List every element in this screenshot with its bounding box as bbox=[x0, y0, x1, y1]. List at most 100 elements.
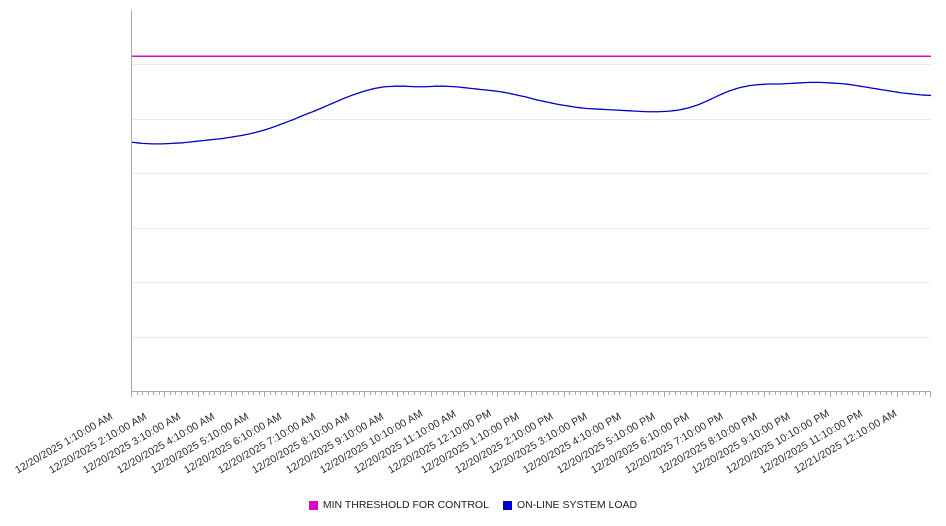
x-tick bbox=[519, 392, 521, 395]
x-axis-ticks bbox=[131, 392, 931, 398]
x-tick bbox=[569, 392, 571, 395]
x-tick bbox=[863, 392, 865, 397]
chart-plot-svg bbox=[132, 55, 931, 145]
x-tick bbox=[880, 392, 882, 395]
x-tick bbox=[835, 392, 837, 395]
x-tick bbox=[291, 392, 293, 395]
chart-legend: MIN THRESHOLD FOR CONTROL ON-LINE SYSTEM… bbox=[0, 496, 946, 514]
x-tick bbox=[425, 392, 427, 395]
x-tick bbox=[325, 392, 327, 395]
x-tick bbox=[780, 392, 782, 395]
x-tick bbox=[319, 392, 321, 395]
x-tick bbox=[352, 392, 354, 395]
x-tick bbox=[258, 392, 260, 395]
legend-item-online-system-load[interactable]: ON-LINE SYSTEM LOAD bbox=[502, 499, 638, 511]
x-tick bbox=[624, 392, 626, 395]
x-tick bbox=[408, 392, 410, 395]
plot-area bbox=[131, 10, 931, 392]
x-tick bbox=[586, 392, 587, 395]
x-tick bbox=[169, 392, 171, 395]
x-tick bbox=[680, 392, 682, 395]
x-tick bbox=[547, 392, 549, 395]
x-tick bbox=[197, 392, 199, 397]
x-tick bbox=[186, 392, 188, 395]
x-tick bbox=[563, 392, 565, 397]
x-tick bbox=[419, 392, 421, 395]
gridline-5 bbox=[132, 64, 931, 65]
x-tick bbox=[741, 392, 743, 395]
x-tick bbox=[746, 392, 748, 395]
x-tick bbox=[647, 392, 648, 395]
x-tick bbox=[203, 392, 205, 395]
legend-label-min-threshold: MIN THRESHOLD FOR CONTROL bbox=[322, 499, 489, 511]
x-tick bbox=[635, 392, 637, 395]
x-tick bbox=[758, 392, 759, 395]
x-tick bbox=[414, 392, 415, 395]
x-tick bbox=[386, 392, 388, 395]
gridline-4 bbox=[132, 119, 931, 120]
x-tick bbox=[552, 392, 554, 395]
x-tick bbox=[874, 392, 876, 395]
x-tick bbox=[441, 392, 443, 395]
x-tick bbox=[436, 392, 438, 395]
x-tick bbox=[708, 392, 710, 395]
x-tick bbox=[924, 392, 926, 395]
legend-label-online-system-load: ON-LINE SYSTEM LOAD bbox=[516, 499, 638, 511]
x-tick bbox=[164, 392, 166, 397]
x-tick bbox=[447, 392, 449, 395]
x-tick bbox=[591, 392, 593, 395]
x-tick bbox=[480, 392, 482, 395]
x-tick bbox=[502, 392, 504, 395]
x-tick bbox=[597, 392, 599, 397]
x-tick bbox=[913, 392, 915, 395]
x-tick bbox=[558, 392, 560, 395]
x-tick bbox=[280, 392, 282, 395]
x-tick bbox=[142, 392, 144, 395]
x-tick bbox=[369, 392, 371, 395]
x-tick bbox=[824, 392, 826, 395]
gridline-3 bbox=[132, 173, 931, 174]
x-tick bbox=[802, 392, 804, 395]
x-tick bbox=[580, 392, 582, 395]
x-tick bbox=[608, 392, 610, 395]
x-tick bbox=[846, 392, 848, 395]
x-tick bbox=[785, 392, 787, 395]
x-tick bbox=[230, 392, 232, 397]
x-tick bbox=[508, 392, 510, 395]
x-tick bbox=[685, 392, 687, 395]
x-tick bbox=[153, 392, 155, 395]
x-tick bbox=[830, 392, 832, 397]
x-tick bbox=[297, 392, 299, 397]
x-tick bbox=[402, 392, 404, 395]
legend-swatch-min-threshold bbox=[308, 500, 318, 510]
x-tick bbox=[613, 392, 615, 395]
x-tick bbox=[264, 392, 266, 397]
x-tick bbox=[214, 392, 216, 395]
x-tick bbox=[763, 392, 765, 397]
x-tick bbox=[475, 392, 476, 395]
x-tick bbox=[869, 392, 870, 395]
x-tick bbox=[136, 392, 138, 395]
x-tick bbox=[364, 392, 365, 397]
x-tick bbox=[541, 392, 543, 395]
x-tick bbox=[819, 392, 820, 395]
x-tick bbox=[530, 392, 532, 397]
x-tick bbox=[253, 392, 255, 395]
x-tick bbox=[896, 392, 898, 397]
x-tick bbox=[574, 392, 576, 395]
x-tick bbox=[796, 392, 798, 397]
legend-item-min-threshold[interactable]: MIN THRESHOLD FOR CONTROL bbox=[308, 499, 489, 511]
x-tick bbox=[852, 392, 854, 395]
x-tick bbox=[469, 392, 471, 395]
x-tick bbox=[242, 392, 243, 395]
x-tick bbox=[158, 392, 160, 395]
gridline-1 bbox=[132, 282, 931, 283]
x-tick bbox=[286, 392, 288, 395]
x-tick bbox=[192, 392, 193, 395]
x-tick bbox=[513, 392, 515, 395]
x-tick bbox=[752, 392, 754, 395]
x-tick bbox=[525, 392, 526, 395]
x-axis-labels: 12/20/2025 1:10:00 AM 12/20/2025 2:10:00 … bbox=[0, 392, 946, 482]
x-tick bbox=[308, 392, 310, 395]
x-tick bbox=[663, 392, 665, 397]
